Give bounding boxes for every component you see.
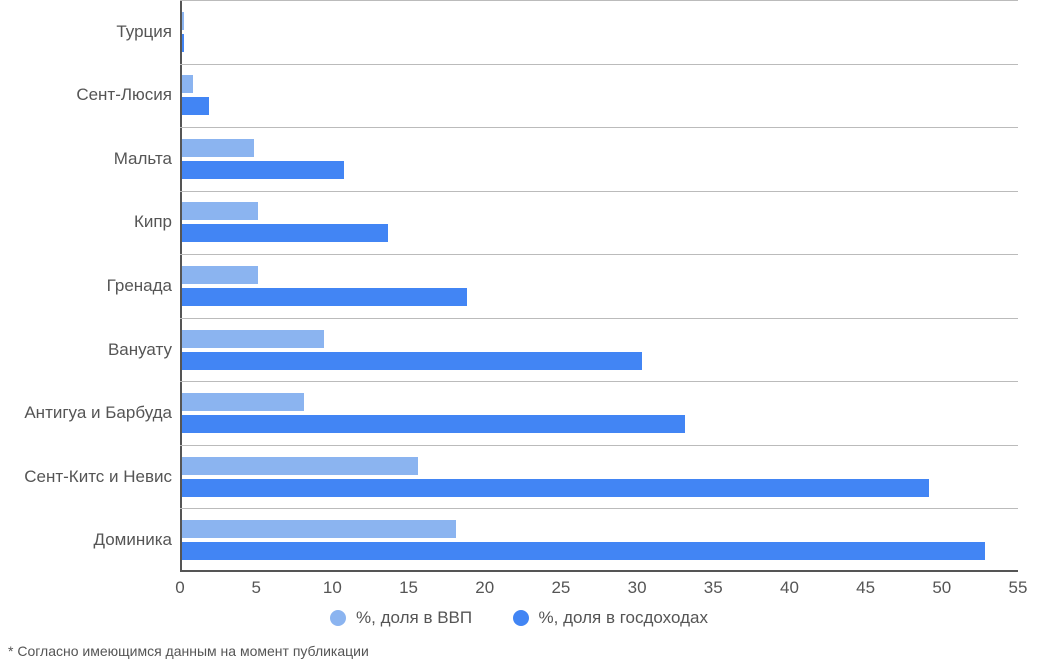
legend-label: %, доля в госдоходах [539,608,708,628]
gridline [180,127,1018,128]
legend: %, доля в ВВП %, доля в госдоходах [0,608,1038,631]
bar [182,415,685,433]
chart-container: 0 5 10 15 20 25 30 35 40 45 50 55 Турция Сент-Люсия М… [0,0,1038,663]
bar [182,202,258,220]
x-axis [180,570,1018,572]
bar [182,224,388,242]
category-label: Мальта [114,149,172,169]
gridline [180,191,1018,192]
bar [182,161,344,179]
x-tick: 10 [323,578,342,598]
category-label: Антигуа и Барбуда [24,403,172,423]
legend-item-gdp: %, доля в ВВП [330,608,472,628]
category-label: Доминика [94,530,173,550]
gridline [180,64,1018,65]
footnote: * Согласно имеющимся данным на момент пу… [8,643,369,659]
category-label: Кипр [134,212,172,232]
bar [182,12,184,30]
x-tick: 40 [780,578,799,598]
gridline [180,381,1018,382]
x-tick: 5 [251,578,260,598]
category-label: Турция [116,22,172,42]
category-label: Сент-Китс и Невис [24,467,172,487]
category-label: Сент-Люсия [76,85,172,105]
bar [182,97,209,115]
bar [182,330,324,348]
x-tick: 55 [1009,578,1028,598]
x-tick: 45 [856,578,875,598]
category-label: Вануату [108,340,172,360]
bar [182,457,418,475]
legend-swatch-icon [330,610,346,626]
legend-item-revenue: %, доля в госдоходах [513,608,708,628]
x-tick: 0 [175,578,184,598]
bar [182,288,467,306]
bar [182,479,929,497]
x-tick: 50 [932,578,951,598]
bar [182,139,254,157]
gridline [180,445,1018,446]
legend-label: %, доля в ВВП [356,608,472,628]
bar [182,520,456,538]
bar [182,34,184,52]
x-tick: 25 [551,578,570,598]
bar [182,393,304,411]
x-tick: 20 [475,578,494,598]
x-tick: 30 [628,578,647,598]
gridline [180,318,1018,319]
category-label: Гренада [107,276,172,296]
x-tick: 35 [704,578,723,598]
bar [182,542,985,560]
bar [182,266,258,284]
gridline [180,508,1018,509]
bar [182,352,642,370]
x-tick: 15 [399,578,418,598]
bar [182,75,193,93]
legend-swatch-icon [513,610,529,626]
gridline [180,254,1018,255]
gridline [180,0,1018,1]
